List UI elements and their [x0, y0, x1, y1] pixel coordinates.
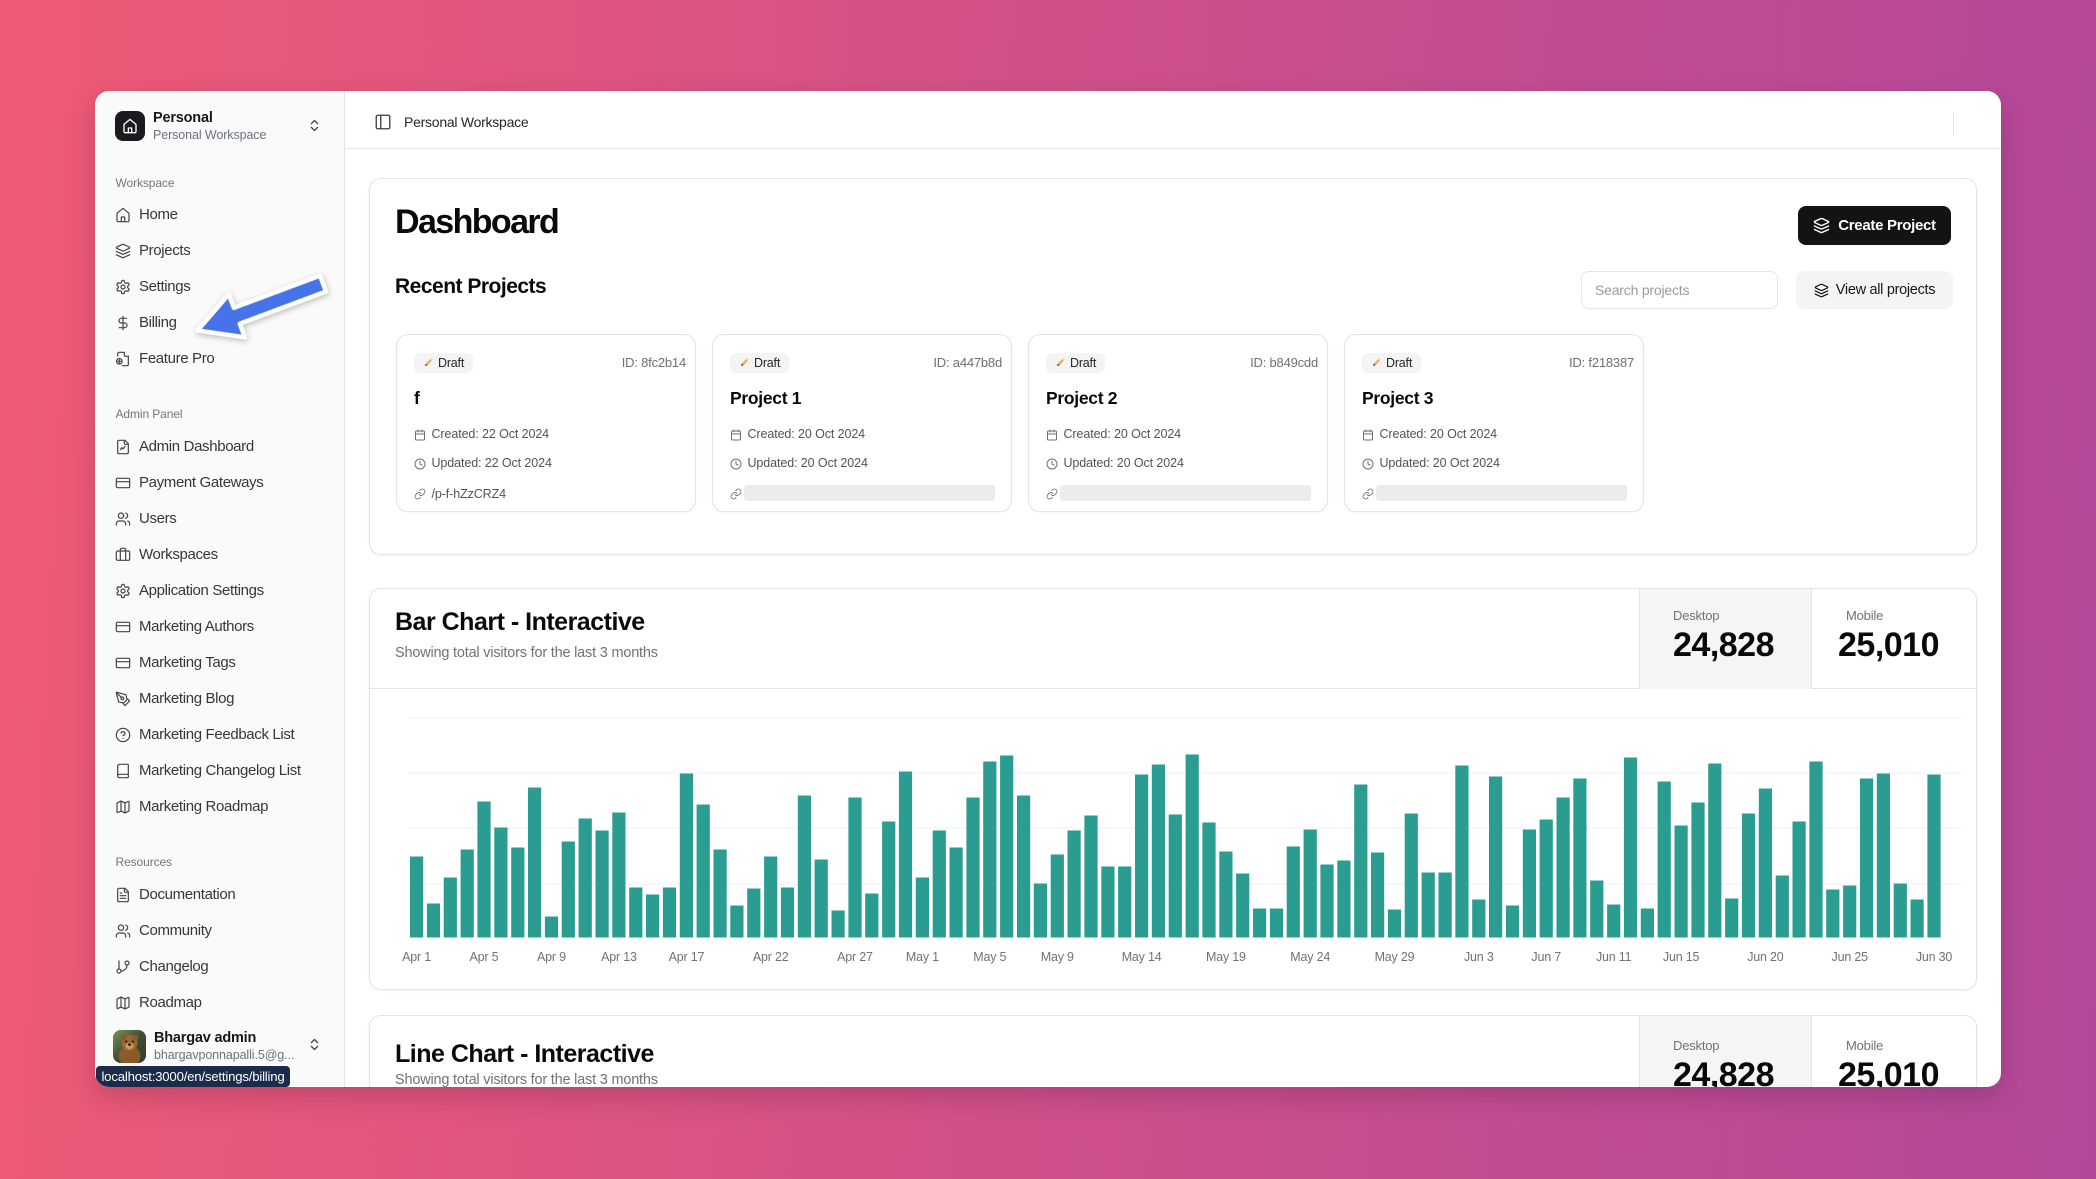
svg-text:Apr 22: Apr 22 [753, 950, 789, 964]
svg-text:Apr 9: Apr 9 [537, 950, 566, 964]
svg-text:Apr 17: Apr 17 [669, 950, 705, 964]
svg-text:May 24: May 24 [1290, 950, 1330, 964]
svg-text:Apr 27: Apr 27 [837, 950, 873, 964]
svg-text:Apr 13: Apr 13 [601, 950, 637, 964]
svg-text:Jun 3: Jun 3 [1464, 950, 1494, 964]
svg-text:May 19: May 19 [1206, 950, 1246, 964]
svg-text:Jun 11: Jun 11 [1596, 950, 1632, 964]
svg-text:May 9: May 9 [1041, 950, 1074, 964]
svg-text:Jun 15: Jun 15 [1663, 950, 1700, 964]
svg-text:Apr 1: Apr 1 [402, 950, 431, 964]
svg-text:May 1: May 1 [906, 950, 939, 964]
svg-text:Jun 7: Jun 7 [1531, 950, 1561, 964]
svg-text:Jun 25: Jun 25 [1832, 950, 1869, 964]
svg-text:May 5: May 5 [973, 950, 1006, 964]
svg-text:Jun 30: Jun 30 [1916, 950, 1953, 964]
svg-text:May 14: May 14 [1122, 950, 1162, 964]
svg-text:May 29: May 29 [1375, 950, 1415, 964]
svg-text:Jun 20: Jun 20 [1747, 950, 1784, 964]
svg-text:Apr 5: Apr 5 [470, 950, 499, 964]
